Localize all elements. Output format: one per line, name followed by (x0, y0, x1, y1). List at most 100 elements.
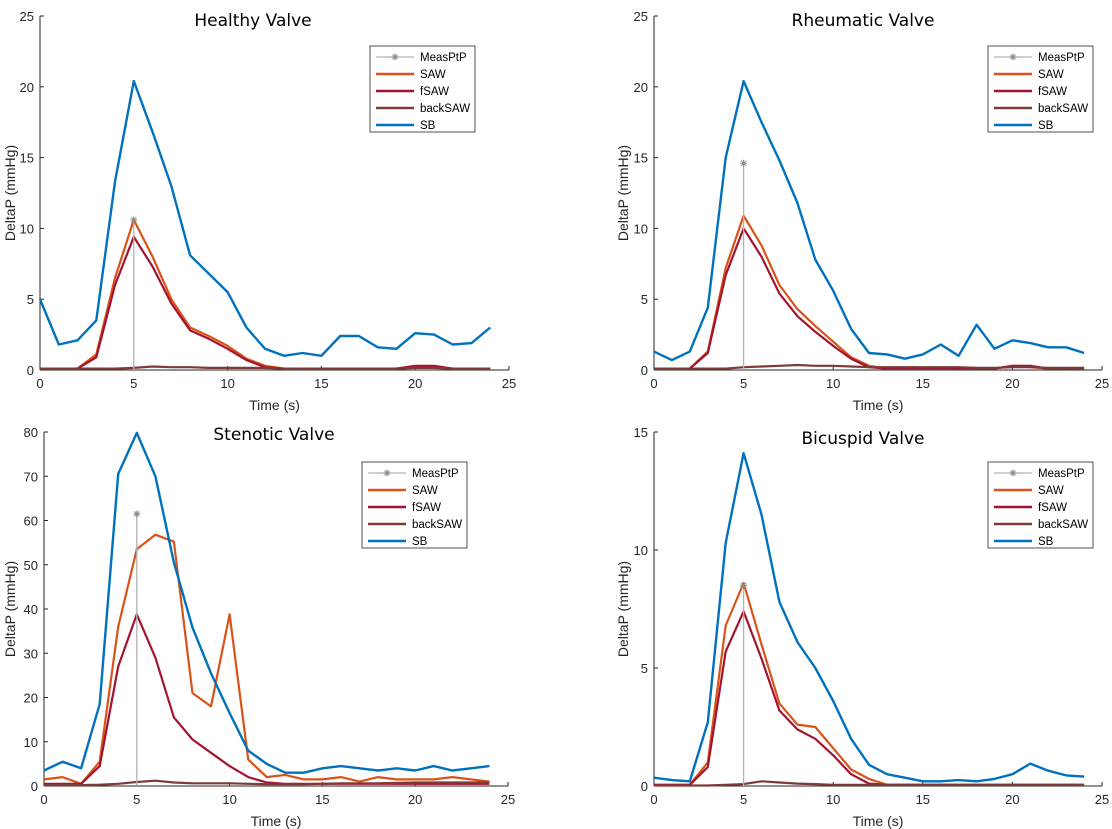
y-axis-label: DeltaP (mmHg) (615, 145, 631, 241)
x-tick-label: 10 (222, 792, 236, 807)
legend-box (361, 461, 468, 549)
legend-label-sb: SB (1038, 536, 1054, 548)
legend-label-measptp: MeasPtP (420, 52, 467, 64)
chart-title: Healthy Valve (194, 11, 311, 31)
legend-label-saw: SAW (1038, 69, 1064, 81)
y-axis-label: DeltaP (mmHg) (615, 561, 631, 657)
x-tick-label: 20 (408, 792, 422, 807)
y-tick-label: 25 (20, 9, 34, 24)
chart-title: Stenotic Valve (213, 425, 334, 445)
series-line-backsaw (654, 780, 1085, 787)
y-tick-label: 50 (24, 558, 38, 573)
legend-label-backsaw: backSAW (412, 519, 462, 531)
legend-label-measptp: MeasPtP (1038, 468, 1085, 480)
x-tick-label: 25 (1095, 792, 1109, 807)
y-tick-label: 10 (634, 543, 648, 558)
series-line-sb (38, 79, 491, 357)
measptp-marker-stroke (130, 217, 137, 223)
x-tick-label: 10 (826, 792, 840, 807)
legend-label-backsaw: backSAW (1038, 519, 1088, 531)
measptp-marker (740, 581, 748, 589)
legend-label-sb: SB (412, 536, 428, 548)
x-tick-label: 25 (501, 792, 515, 807)
legend: MeasPtP SAW fSAW backSAW SB (987, 461, 1094, 549)
x-tick-label: 0 (650, 792, 657, 807)
x-tick-label: 15 (315, 792, 329, 807)
y-tick-label: 10 (24, 735, 38, 750)
x-tick-label: 0 (36, 376, 43, 391)
y-tick-label: 0 (31, 779, 38, 794)
legend-label-fsaw: fSAW (1038, 502, 1067, 514)
chart-panel-2: 0 5 10 15 20 25 0 5 10 15 20 25 Time (s) DeltaP (mmHg… (615, 9, 1109, 413)
legend-label-fsaw: fSAW (412, 502, 441, 514)
series-line-saw (43, 533, 490, 785)
legend-box (369, 45, 476, 133)
y-tick-label: 40 (24, 602, 38, 617)
legend-label-measptp: MeasPtP (412, 468, 459, 480)
y-tick-label: 0 (27, 363, 34, 378)
legend-label-saw: SAW (1038, 485, 1064, 497)
y-tick-label: 60 (24, 514, 38, 529)
y-tick-label: 15 (20, 151, 34, 166)
chart-panel-3: 0 5 10 15 20 25 0 10 20 30 40 50 60 70 80 Time (s) Delta… (2, 425, 515, 829)
y-tick-label: 15 (634, 151, 648, 166)
y-tick-label: 80 (24, 425, 38, 440)
y-axis-label: DeltaP (mmHg) (2, 561, 18, 657)
x-axis-label: Time (s) (251, 813, 302, 829)
x-tick-label: 5 (740, 376, 747, 391)
series-line-sb (653, 452, 1085, 783)
y-tick-label: 5 (641, 292, 648, 307)
x-axis-label: Time (s) (853, 813, 904, 829)
legend-label-saw: SAW (412, 485, 438, 497)
chart-panel-4: 0 5 10 15 20 25 0 5 10 15 Time (s) DeltaP (mmHg) Bic… (615, 425, 1109, 829)
y-tick-label: 30 (24, 646, 38, 661)
x-tick-label: 5 (133, 792, 140, 807)
x-tick-label: 25 (502, 376, 516, 391)
x-tick-label: 0 (650, 376, 657, 391)
x-tick-label: 10 (826, 376, 840, 391)
x-axis-label: Time (s) (249, 397, 300, 413)
legend-box (987, 461, 1094, 549)
legend-label-sb: SB (420, 120, 436, 132)
legend-label-fsaw: fSAW (420, 86, 449, 98)
legend: MeasPtP SAW fSAW backSAW SB (361, 461, 468, 549)
measptp-marker (740, 159, 748, 167)
x-tick-label: 15 (916, 792, 930, 807)
chart-title: Bicuspid Valve (801, 429, 924, 449)
legend-marker-measptp (384, 470, 390, 476)
series-line-fsaw (654, 610, 1085, 786)
series-line-sb (653, 79, 1085, 362)
x-tick-label: 15 (314, 376, 328, 391)
y-tick-label: 5 (641, 661, 648, 676)
legend-label-backsaw: backSAW (1038, 103, 1088, 115)
chart-panel-1: 0 5 10 15 20 25 0 5 10 15 20 25 Time (s) DeltaP (mmHg… (2, 9, 516, 413)
x-tick-label: 10 (220, 376, 234, 391)
y-tick-label: 0 (641, 363, 648, 378)
measptp-marker-stroke (740, 160, 747, 167)
x-tick-label: 25 (1095, 376, 1109, 391)
x-tick-label: 5 (130, 376, 137, 391)
y-axis-label: DeltaP (mmHg) (2, 145, 18, 241)
x-tick-label: 20 (1005, 792, 1019, 807)
y-tick-label: 25 (634, 9, 648, 24)
y-tick-label: 20 (24, 691, 38, 706)
measptp-marker (130, 216, 138, 224)
y-tick-label: 5 (27, 292, 34, 307)
series-line-backsaw (44, 779, 490, 787)
legend-marker-measptp (392, 54, 398, 60)
y-tick-label: 15 (634, 425, 648, 440)
series-line-fsaw (44, 613, 490, 785)
x-tick-label: 0 (40, 792, 47, 807)
x-axis-label: Time (s) (853, 397, 904, 413)
y-tick-label: 0 (641, 779, 648, 794)
series-line-sb (43, 431, 490, 774)
legend-label-backsaw: backSAW (420, 103, 470, 115)
legend-label-saw: SAW (420, 69, 446, 81)
chart-title: Rheumatic Valve (792, 11, 935, 31)
x-tick-label: 20 (1005, 376, 1019, 391)
legend-marker-measptp (1010, 470, 1016, 476)
x-tick-label: 5 (740, 792, 747, 807)
y-tick-label: 70 (24, 469, 38, 484)
measptp-marker-stroke (740, 582, 747, 589)
